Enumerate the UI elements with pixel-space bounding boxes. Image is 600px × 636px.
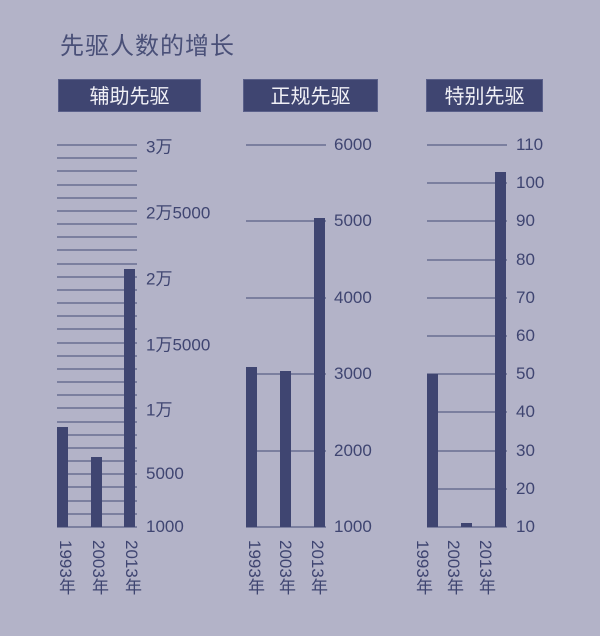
panel-title: 正规先驱 [243, 79, 378, 112]
bar-1993 [57, 426, 68, 527]
x-category-label: 2003年 [444, 540, 463, 595]
gridline [57, 328, 137, 331]
gridline [246, 526, 326, 528]
gridline [57, 209, 137, 212]
gridline [427, 144, 507, 146]
gridline [427, 182, 507, 185]
y-tick-label: 3万 [146, 137, 173, 157]
gridline [57, 394, 137, 397]
gridline [57, 236, 137, 239]
gridline [57, 249, 137, 252]
y-tick-label: 5000 [334, 211, 372, 231]
gridline [57, 183, 137, 186]
y-tick-label: 2万5000 [146, 203, 211, 223]
panel-title: 特别先驱 [426, 79, 543, 112]
y-tick-label: 30 [516, 440, 535, 460]
gridline [57, 315, 137, 318]
y-tick-label: 50 [516, 364, 535, 384]
gridline [57, 302, 137, 305]
y-tick-label: 1万5000 [146, 335, 211, 355]
gridline [57, 420, 137, 423]
y-tick-label: 20 [516, 478, 535, 498]
x-category-label: 1993年 [245, 540, 264, 595]
y-tick-label: 2000 [334, 440, 372, 460]
gridline [57, 288, 137, 291]
gridline [246, 220, 326, 223]
gridline [57, 157, 137, 160]
y-tick-label: 4000 [334, 287, 372, 307]
bar-2013 [495, 171, 506, 527]
y-tick-label: 70 [516, 287, 535, 307]
gridline [57, 170, 137, 173]
y-tick-label: 2万 [146, 269, 173, 289]
x-category-label: 2013年 [308, 540, 327, 595]
x-category-label: 2013年 [122, 540, 141, 595]
panel-title: 辅助先驱 [58, 79, 201, 112]
y-tick-label: 1000 [334, 517, 372, 536]
gridline [57, 144, 137, 146]
y-tick-label: 1万 [146, 400, 173, 420]
y-tick-label: 100 [516, 173, 545, 193]
gridline [57, 526, 137, 528]
gridline [57, 275, 137, 278]
gridline [57, 196, 137, 199]
x-category-label: 2013年 [476, 540, 495, 595]
gridline [427, 335, 507, 337]
gridline [427, 487, 507, 490]
x-category-label: 2003年 [276, 540, 295, 595]
y-tick-label: 10 [516, 517, 535, 536]
gridline [246, 296, 326, 299]
bar-2003 [280, 371, 291, 527]
y-tick-label: 80 [516, 249, 535, 269]
gridline [57, 367, 137, 370]
gridline [427, 220, 507, 223]
gridline [427, 411, 507, 414]
bar-2003 [91, 457, 102, 527]
gridline [57, 262, 137, 265]
gridline [57, 433, 137, 436]
gridline [427, 296, 507, 299]
bar-2013 [314, 218, 325, 527]
gridline [427, 526, 507, 528]
x-category-label: 2003年 [89, 540, 108, 595]
gridline [57, 407, 137, 410]
y-tick-label: 3000 [334, 364, 372, 384]
bar-2003 [461, 523, 472, 527]
y-tick-label: 5000 [146, 464, 184, 484]
y-tick-label: 110 [516, 135, 544, 154]
gridline [57, 354, 137, 357]
bar-2013 [124, 268, 135, 527]
bar-1993 [246, 366, 257, 527]
gridline [57, 341, 137, 344]
gridline [57, 446, 137, 449]
x-category-label: 1993年 [56, 540, 75, 595]
gridline [427, 258, 507, 261]
bar-1993 [427, 374, 438, 527]
gridline [57, 381, 137, 384]
chart-title: 先驱人数的增长 [60, 32, 235, 60]
y-tick-label: 60 [516, 326, 535, 345]
y-tick-label: 90 [516, 211, 535, 231]
y-tick-label: 6000 [334, 135, 372, 154]
gridline [427, 449, 507, 452]
gridline [57, 223, 137, 226]
gridline [427, 373, 507, 376]
x-category-label: 1993年 [413, 540, 432, 595]
y-tick-label: 1000 [146, 517, 184, 536]
y-tick-label: 40 [516, 402, 535, 422]
gridline [246, 144, 326, 146]
